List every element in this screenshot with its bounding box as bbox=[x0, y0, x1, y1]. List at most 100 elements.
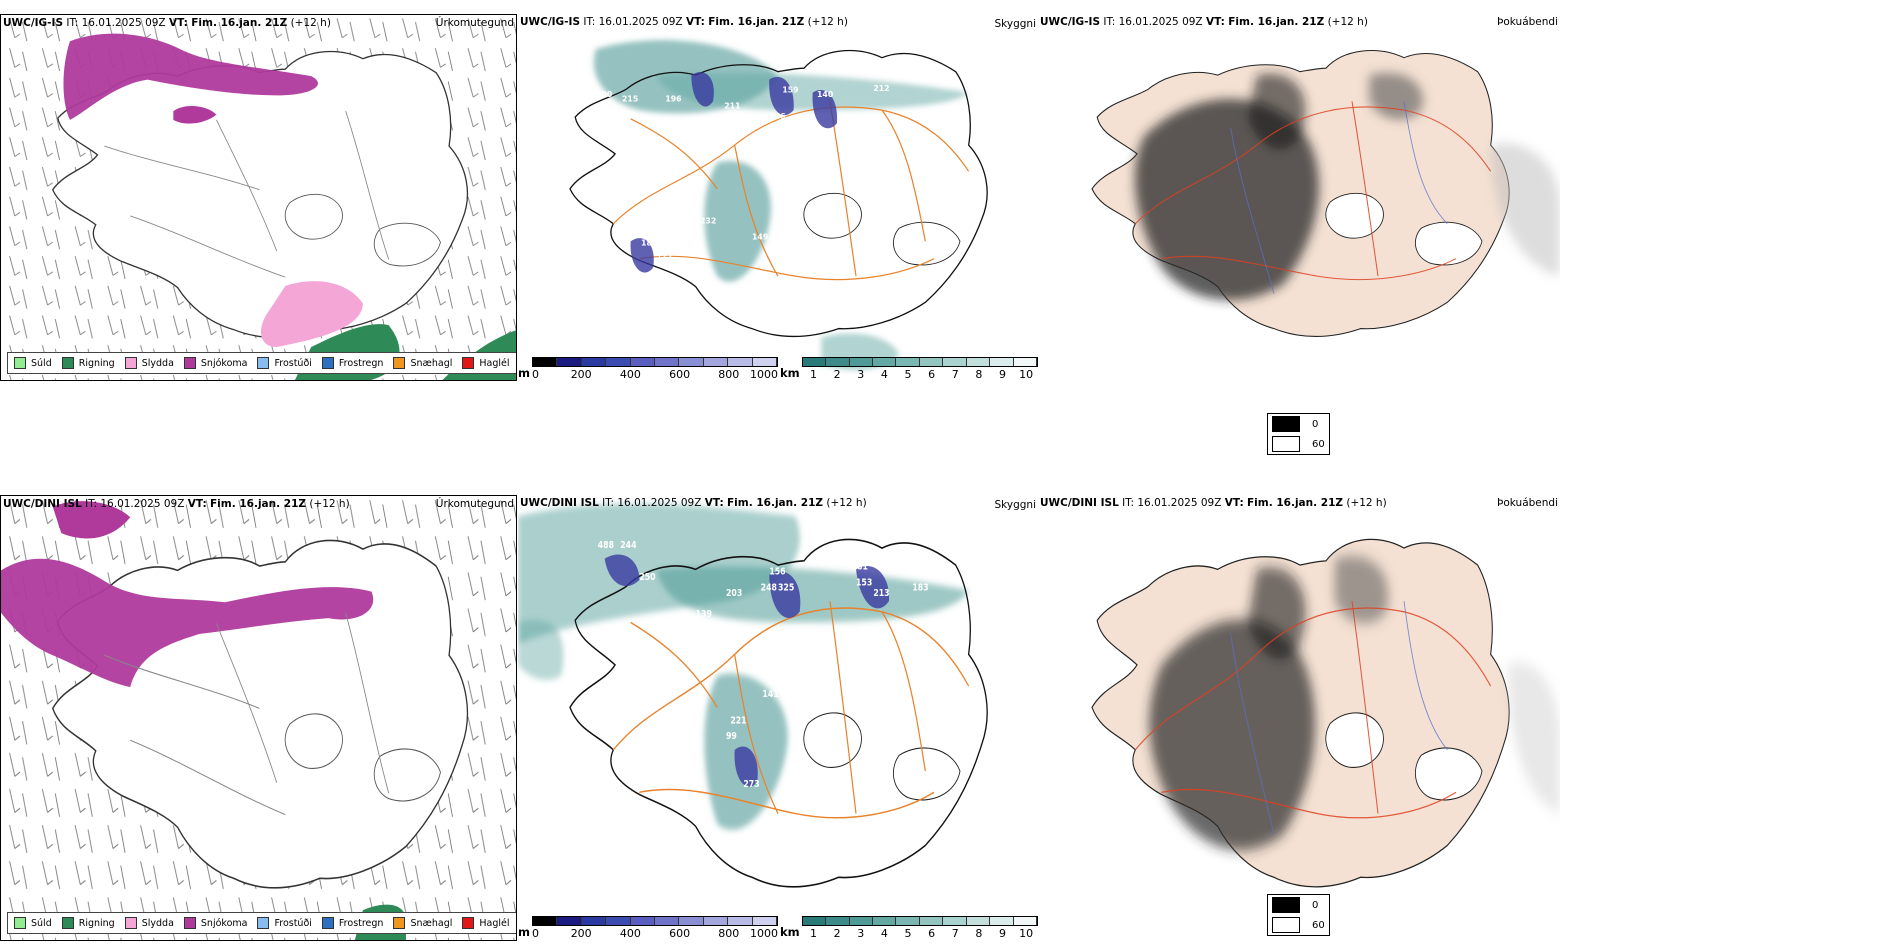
panel-title: Þokuábendi bbox=[1497, 497, 1558, 509]
colorbar-tick: 9 bbox=[999, 927, 1007, 940]
cloud-cover bbox=[518, 503, 969, 830]
legend-swatch bbox=[462, 917, 475, 929]
colorbar-tick: 600 bbox=[669, 927, 691, 940]
map-label: 325 bbox=[778, 583, 794, 594]
colorbar-tick: 3 bbox=[857, 927, 865, 940]
colorbar-segment bbox=[872, 917, 897, 925]
colorbar-tick: 3 bbox=[857, 368, 865, 381]
colorbar-tick: 7 bbox=[951, 927, 959, 940]
legend-swatch bbox=[393, 357, 406, 369]
legend-item: Frostregn bbox=[321, 357, 383, 369]
sleet-area bbox=[260, 281, 363, 348]
panel-title: Úrkomutegund bbox=[435, 498, 514, 510]
colorbar-segment bbox=[966, 358, 991, 366]
precip-labels: 488 244 250 139 203 248 325 156 181 153 … bbox=[598, 540, 929, 790]
fog-key-swatch bbox=[1272, 416, 1300, 432]
roads bbox=[1134, 101, 1492, 281]
legend-swatch bbox=[462, 357, 475, 369]
legend-label: Snæhagl bbox=[410, 917, 453, 929]
glacier bbox=[1325, 712, 1385, 768]
colorbar-tick: 600 bbox=[669, 368, 691, 381]
roads bbox=[104, 110, 390, 278]
map-label: 221 bbox=[730, 716, 746, 727]
panel-header: UWC/DINI ISL IT: 16.01.2025 09Z VT: Fim.… bbox=[3, 498, 350, 510]
colorbar-tick: 400 bbox=[619, 927, 641, 940]
precip-type-map bbox=[1, 15, 516, 380]
fog-key-row1: 0 60 bbox=[1267, 413, 1330, 455]
map-label: 215 bbox=[622, 94, 638, 103]
legend-label: Slydda bbox=[141, 917, 174, 929]
colorbar-segment bbox=[606, 358, 631, 366]
map-label: 190 bbox=[904, 556, 920, 567]
map-label: 211 bbox=[724, 101, 740, 110]
map-label: 181 bbox=[852, 562, 868, 573]
map-label: 488 bbox=[598, 540, 614, 551]
fog-key-swatch bbox=[1272, 917, 1300, 933]
legend-swatch bbox=[61, 357, 74, 369]
precip-type-map bbox=[1, 496, 516, 940]
fog-index-field bbox=[1149, 556, 1560, 851]
legend-item: Snæhagl bbox=[393, 357, 452, 369]
colorbar-tick: 2 bbox=[833, 927, 841, 940]
panel-header: UWC/IG-IS IT: 16.01.2025 09Z VT: Fim. 16… bbox=[520, 16, 848, 28]
colorbar-segment bbox=[728, 358, 753, 366]
fog-key-row2: 0 60 bbox=[1267, 894, 1330, 936]
map-label: 248 bbox=[761, 583, 777, 594]
map-label: 153 bbox=[856, 578, 872, 589]
map-label: 273 bbox=[743, 779, 759, 790]
colorbar-tick: 1 bbox=[809, 927, 817, 940]
legend-item: Haglél bbox=[462, 357, 510, 369]
colorbar-tick: 6 bbox=[928, 368, 936, 381]
map-label: 244 bbox=[620, 540, 636, 551]
map-label: 159 bbox=[782, 86, 798, 95]
glacier-outline bbox=[892, 221, 961, 266]
cloud-map: 488 244 250 139 203 248 325 156 181 153 … bbox=[518, 503, 988, 888]
colorbar-segment bbox=[1013, 358, 1038, 366]
cloud-panel-row2: 488 244 250 139 203 248 325 156 181 153 … bbox=[518, 495, 1038, 941]
colorbar-tick: 10 bbox=[1019, 927, 1034, 940]
map-label: 200 bbox=[596, 90, 613, 99]
fog-index-field bbox=[1134, 72, 1560, 301]
colorbar-segment bbox=[1013, 917, 1038, 925]
panel-header: UWC/IG-IS IT: 16.01.2025 09Z VT: Fim. 16… bbox=[3, 17, 331, 29]
colorbar-segment bbox=[802, 917, 827, 925]
legend-label: Snæhagl bbox=[410, 357, 453, 369]
map-label: 213 bbox=[873, 588, 889, 599]
legend-swatch bbox=[14, 357, 26, 369]
map-label: 149 bbox=[752, 232, 768, 241]
legend-label: Frostúði bbox=[274, 357, 312, 369]
legend-label: Rigning bbox=[78, 917, 115, 929]
fog-panel-row1: UWC/IG-IS IT: 16.01.2025 09Z VT: Fim. 16… bbox=[1040, 14, 1560, 381]
colorbar-unit: km bbox=[780, 925, 800, 939]
roads bbox=[1134, 601, 1492, 819]
map-label: 151 bbox=[696, 138, 712, 147]
cloud-panel-row1: 200 215 188 196 211 159 140 186 212 131 … bbox=[518, 14, 1038, 381]
panel-header: UWC/IG-IS IT: 16.01.2025 09Z VT: Fim. 16… bbox=[1040, 16, 1368, 28]
colorbar-segment bbox=[679, 917, 704, 925]
legend-label: Haglél bbox=[479, 917, 510, 929]
legend-label: Snjókoma bbox=[200, 917, 248, 929]
map-label: 99 bbox=[726, 732, 737, 743]
colorbar-tick: 8 bbox=[975, 368, 983, 381]
precip-type-legend: Súld Rigning Slydda Snjókoma Frostúði Frostre… bbox=[7, 352, 516, 374]
panel-header: UWC/DINI ISL IT: 16.01.2025 09Z VT: Fim.… bbox=[520, 497, 867, 509]
colorbar-segment bbox=[728, 917, 753, 925]
colorbar-tick: 9 bbox=[999, 368, 1007, 381]
legend-swatch bbox=[257, 357, 270, 369]
map-label: 250 bbox=[639, 572, 655, 583]
fog-key-label: 0 bbox=[1312, 899, 1319, 911]
panel-title: Skyggni bbox=[994, 499, 1037, 511]
fog-key-row: 0 bbox=[1268, 414, 1329, 434]
glacier-outline bbox=[803, 712, 863, 768]
glacier bbox=[1325, 192, 1384, 239]
legend-label: Frostregn bbox=[338, 917, 384, 929]
glacier-outline bbox=[803, 192, 862, 239]
colorbar-segment bbox=[532, 917, 558, 925]
colorbar-tick: 5 bbox=[904, 368, 912, 381]
colorbar-tick: 1000 bbox=[750, 368, 778, 381]
height-colorbar: m 0 200 400 600 800 1000 bbox=[518, 916, 778, 940]
colorbar-segment bbox=[943, 358, 967, 366]
snow-area bbox=[63, 33, 318, 120]
colorbar-tick: 800 bbox=[718, 927, 740, 940]
map-label: 160 bbox=[765, 285, 782, 294]
